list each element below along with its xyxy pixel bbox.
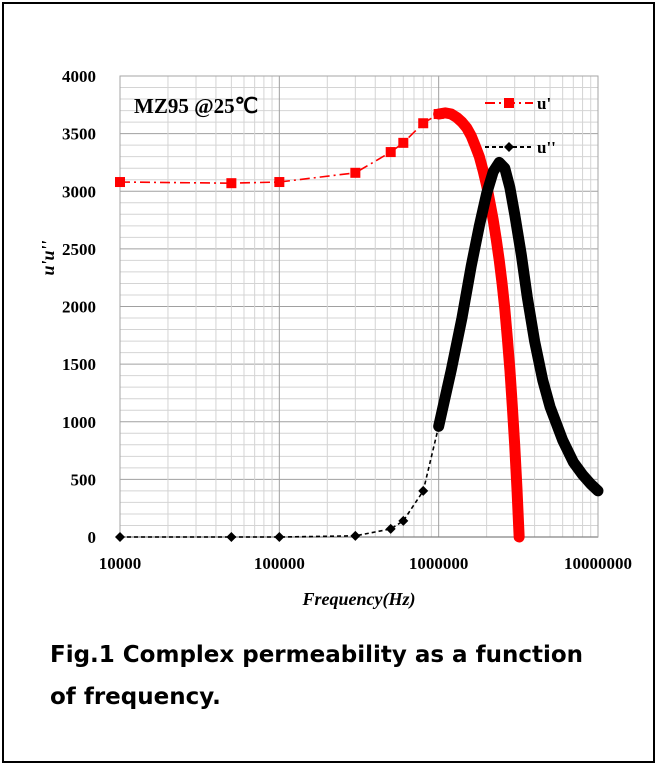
data-point — [433, 421, 444, 432]
data-point — [115, 532, 125, 542]
y-tick-label: 4000 — [62, 67, 96, 86]
x-tick-label: 10000 — [99, 554, 142, 573]
series-line-dense — [433, 156, 604, 497]
y-tick-label: 2500 — [62, 240, 96, 259]
y-tick-labels: 0 500 1000 1500 2000 2500 3000 3500 4000 — [62, 67, 96, 547]
y-tick-label: 0 — [88, 528, 97, 547]
series-u-double-prime — [115, 156, 604, 542]
series-line-sparse — [120, 426, 440, 538]
data-point — [226, 532, 237, 542]
y-tick-label: 1000 — [62, 413, 96, 432]
legend-label: u'' — [537, 138, 556, 157]
data-point — [274, 532, 285, 542]
data-point — [385, 523, 396, 534]
legend: u' u'' — [485, 94, 556, 157]
data-point — [115, 177, 125, 188]
figure-caption: Fig.1 Complex permeability as a function… — [50, 634, 640, 718]
legend-swatch-marker — [504, 142, 514, 152]
data-point — [433, 109, 444, 120]
data-point — [350, 167, 361, 178]
chart-annotation: MZ95 @25℃ — [134, 94, 258, 118]
y-tick-label: 1500 — [62, 355, 96, 374]
y-tick-label: 3500 — [62, 125, 96, 144]
caption-line-1: Fig.1 Complex permeability as a function — [50, 642, 584, 668]
y-tick-label: 500 — [71, 470, 97, 489]
x-axis-label: Frequency(Hz) — [302, 589, 416, 610]
y-axis-label: u'u'' — [38, 240, 58, 275]
x-tick-label: 100000 — [254, 554, 305, 573]
data-point — [398, 515, 409, 526]
data-point — [418, 485, 429, 496]
data-point — [350, 530, 361, 541]
series-layer — [115, 107, 604, 543]
data-point — [226, 178, 237, 189]
data-point — [398, 137, 409, 148]
legend-label: u' — [537, 94, 551, 113]
x-tick-labels: 10000 100000 1000000 10000000 — [99, 554, 632, 573]
legend-swatch-marker — [504, 98, 514, 108]
caption-line-2: of frequency. — [50, 684, 221, 710]
data-point — [274, 177, 285, 188]
data-point — [385, 147, 396, 158]
y-tick-label: 3000 — [62, 182, 96, 201]
x-tick-label: 10000000 — [564, 554, 632, 573]
data-point — [418, 118, 429, 129]
x-tick-label: 1000000 — [409, 554, 469, 573]
y-tick-label: 2000 — [62, 298, 96, 317]
